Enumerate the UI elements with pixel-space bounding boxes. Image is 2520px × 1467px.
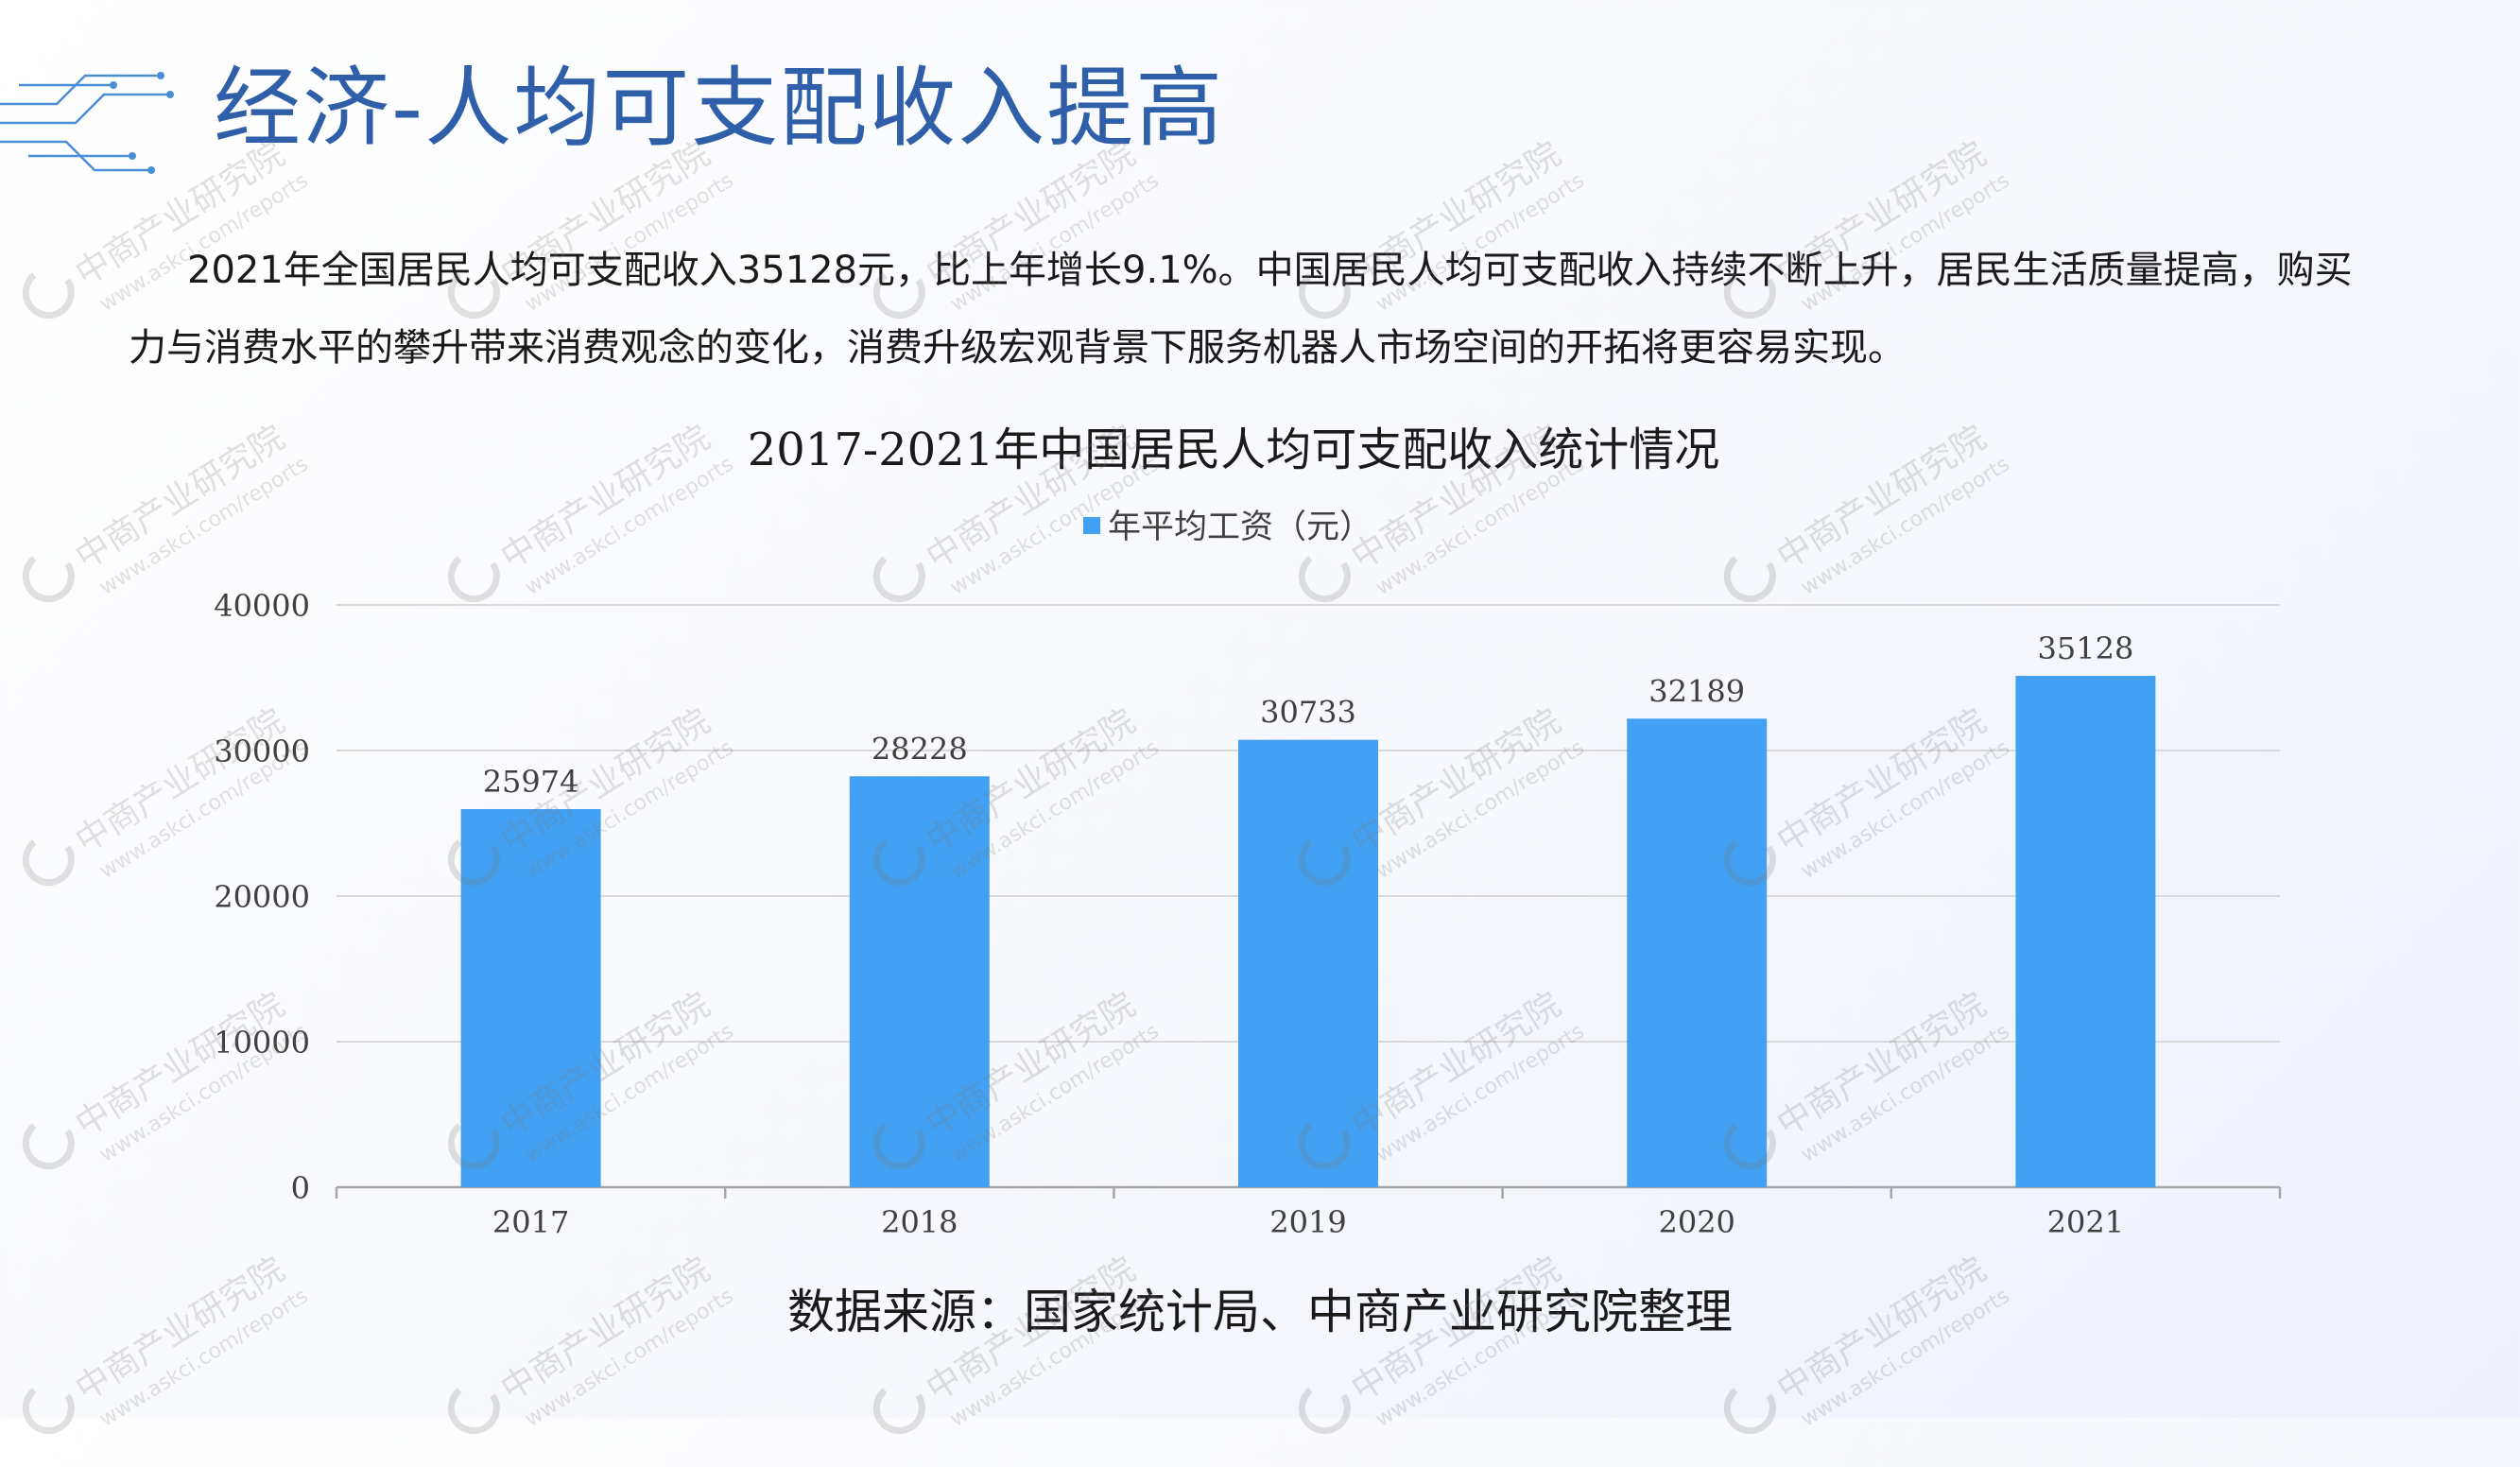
y-tick-label: 40000	[214, 588, 310, 624]
watermark-logo: 中商产业研究院 www.askci.com/reports	[860, 121, 1164, 352]
x-tick-label-2021: 2021	[2047, 1204, 2124, 1240]
x-tick-label-2019: 2019	[1269, 1204, 1346, 1240]
legend-label: 年平均工资（元）	[1108, 509, 1372, 546]
watermark-logo: 中商产业研究院 www.askci.com/reports	[860, 972, 1164, 1202]
data-label-2019: 30733	[1260, 695, 1356, 731]
x-tick-label-2017: 2017	[492, 1204, 569, 1240]
watermark-logo: 中商产业研究院 www.askci.com/reports	[9, 405, 313, 635]
watermark-logo: 中商产业研究院 www.askci.com/reports	[9, 972, 313, 1202]
watermark-logo: 中商产业研究院 www.askci.com/reports	[435, 405, 738, 635]
bar-2018	[849, 776, 990, 1187]
page-title: 经济-人均可支配收入提高	[214, 58, 1225, 159]
intro-paragraph: 2021年全国居民人均可支配收入35128元，比上年增长9.1%。中国居民人均可…	[129, 249, 2353, 370]
bar-2019	[1238, 739, 1378, 1187]
watermark-logo: 中商产业研究院 www.askci.com/reports	[1286, 405, 1589, 635]
y-tick-label: 20000	[214, 879, 310, 915]
circuit-decoration	[0, 72, 174, 174]
legend-swatch	[1083, 517, 1100, 534]
watermark-logo: 中商产业研究院 www.askci.com/reports	[860, 688, 1164, 919]
x-tick-label-2020: 2020	[1658, 1204, 1735, 1240]
watermark-logo: 中商产业研究院 www.askci.com/reports	[1711, 1236, 2014, 1467]
watermark-logo: 中商产业研究院 www.askci.com/reports	[1286, 688, 1589, 919]
watermark-logo: 中商产业研究院 www.askci.com/reports	[1711, 121, 2014, 352]
watermark-logo: 中商产业研究院 www.askci.com/reports	[9, 121, 313, 352]
watermark-logo: 中商产业研究院 www.askci.com/reports	[860, 405, 1164, 635]
watermark-logo: 中商产业研究院 www.askci.com/reports	[860, 1236, 1164, 1467]
watermark-logo: 中商产业研究院 www.askci.com/reports	[435, 972, 738, 1202]
watermark-logo: 中商产业研究院 www.askci.com/reports	[435, 688, 738, 919]
data-label-2021: 35128	[2038, 630, 2134, 666]
x-tick-label-2018: 2018	[881, 1204, 958, 1240]
watermark-logo: 中商产业研究院 www.askci.com/reports	[435, 121, 738, 352]
watermark-logo: 中商产业研究院 www.askci.com/reports	[9, 1236, 313, 1467]
watermark-logo: 中商产业研究院 www.askci.com/reports	[1711, 405, 2014, 635]
watermark-logo: 中商产业研究院 www.askci.com/reports	[9, 688, 313, 919]
watermark-logo: 中商产业研究院 www.askci.com/reports	[1711, 972, 2014, 1202]
watermark-logo: 中商产业研究院 www.askci.com/reports	[1711, 688, 2014, 919]
watermark-logo: 中商产业研究院 www.askci.com/reports	[1286, 972, 1589, 1202]
data-source-note: 数据来源：国家统计局、中商产业研究院整理	[787, 1285, 1733, 1339]
watermark-logo: 中商产业研究院 www.askci.com/reports	[1286, 121, 1589, 352]
data-label-2018: 28228	[872, 731, 968, 767]
y-tick-label: 30000	[214, 734, 310, 769]
watermark-logo: 中商产业研究院 www.askci.com/reports	[1286, 1236, 1589, 1467]
bar-2017	[460, 809, 601, 1187]
data-label-2020: 32189	[1648, 673, 1745, 709]
watermark-logo: 中商产业研究院 www.askci.com/reports	[435, 1236, 738, 1467]
data-label-2017: 25974	[483, 764, 579, 800]
y-tick-label: 10000	[214, 1025, 310, 1061]
bar-2020	[1627, 718, 1768, 1187]
bar-2021	[2015, 676, 2156, 1187]
bar-chart: 2017-2021年中国居民人均可支配收入统计情况 年平均工资（元） 0 1000…	[214, 423, 2282, 1240]
chart-title: 2017-2021年中国居民人均可支配收入统计情况	[748, 423, 1720, 476]
y-tick-label: 0	[291, 1170, 310, 1206]
